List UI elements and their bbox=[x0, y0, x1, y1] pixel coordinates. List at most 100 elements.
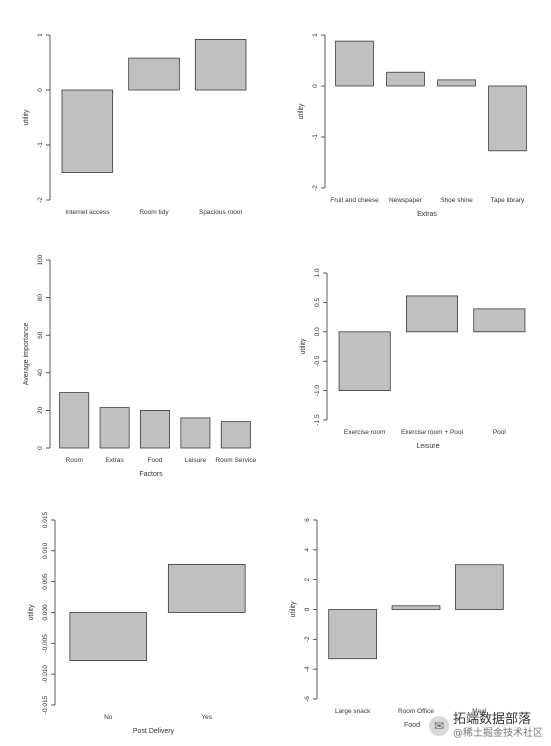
y-tick-label: -2 bbox=[37, 197, 44, 203]
y-tick-label: 0 bbox=[312, 84, 319, 88]
watermark-line-2: @稀土掘金技术社区 bbox=[453, 728, 543, 739]
x-tick-label: Large snack bbox=[335, 708, 371, 715]
bar bbox=[391, 605, 441, 610]
x-axis-label: Food bbox=[404, 722, 420, 729]
chat-bubble-icon: ✉ bbox=[429, 716, 449, 737]
bar bbox=[194, 38, 247, 91]
bar bbox=[220, 421, 251, 449]
chart-panel-3: 100 80 60 40 20 0 Average importance Room Extras… bbox=[10, 245, 270, 480]
chart-panel-2: 1 0 -1 -2 utility Fruit and cheese Newspaper Sh… bbox=[285, 20, 545, 225]
y-tick-label: -6 bbox=[304, 696, 311, 702]
chart-svg-6: 6 4 2 0 -2 -4 -6 utility Large snack Room Office M… bbox=[290, 518, 504, 729]
x-axis-label: Leisure bbox=[417, 443, 440, 450]
x-tick-label: Room bbox=[66, 457, 83, 464]
bar bbox=[59, 392, 90, 449]
y-tick-label: -1.0 bbox=[314, 385, 321, 397]
x-tick-label: Exercise room + Pool bbox=[401, 429, 464, 436]
y-tick-label: -0.5 bbox=[314, 355, 321, 367]
y-tick-label: -1 bbox=[312, 134, 319, 140]
y-tick-label: 60 bbox=[37, 331, 44, 339]
y-tick-label: 0.5 bbox=[314, 298, 321, 307]
x-tick-label: Room Service bbox=[215, 457, 256, 464]
chart-panel-1: 1 0 -1 -2 utility Internet access Room tidy Spa… bbox=[10, 20, 270, 225]
y-tick-label: 1 bbox=[37, 33, 44, 37]
y-tick-label: 0.010 bbox=[42, 542, 49, 559]
bar bbox=[61, 89, 114, 173]
x-tick-label: Shoe shine bbox=[440, 197, 473, 204]
y-tick-label: -2 bbox=[312, 185, 319, 191]
y-tick-label: 4 bbox=[304, 548, 311, 552]
x-tick-label: No bbox=[104, 714, 113, 721]
y-axis-label: utility bbox=[28, 604, 35, 620]
bar bbox=[405, 295, 459, 333]
x-tick-label: Room Office bbox=[398, 708, 434, 715]
y-axis-label: utility bbox=[298, 103, 305, 119]
bar bbox=[338, 331, 391, 392]
y-tick-label: -4 bbox=[304, 666, 311, 672]
y-tick-label: 0 bbox=[37, 88, 44, 92]
y-tick-label: 2 bbox=[304, 577, 311, 581]
watermark-line-1: 拓端数据部落 bbox=[453, 712, 532, 728]
chart-svg-1: 1 0 -1 -2 utility Internet access Room tidy Spa… bbox=[23, 33, 247, 216]
chart-svg-2: 1 0 -1 -2 utility Fruit and cheese Newspaper Sh… bbox=[298, 33, 527, 218]
x-tick-label: Leisure bbox=[185, 457, 207, 464]
y-tick-label: 0.005 bbox=[42, 573, 49, 590]
watermark: ✉ 拓端数据部落 @稀土掘金技术社区 bbox=[429, 712, 543, 740]
x-axis-label: Factors bbox=[139, 471, 163, 478]
bar bbox=[328, 609, 378, 660]
x-tick-label: Exercise room bbox=[344, 429, 386, 436]
y-tick-label: -0.015 bbox=[42, 695, 49, 714]
x-tick-label: Yes bbox=[201, 714, 212, 721]
x-tick-label: Tape library bbox=[491, 197, 525, 204]
bar bbox=[437, 79, 476, 87]
y-axis-label: utility bbox=[290, 601, 297, 617]
y-tick-label: 100 bbox=[37, 254, 44, 265]
bar bbox=[167, 564, 246, 613]
bar bbox=[69, 612, 148, 661]
x-axis-label: Post Delivery bbox=[133, 728, 175, 735]
y-tick-label: 40 bbox=[37, 369, 44, 377]
x-tick-label: Room tidy bbox=[139, 209, 169, 216]
chart-panel-6: 6 4 2 0 -2 -4 -6 utility Large snack Room Office M… bbox=[285, 505, 545, 740]
x-tick-label: Spacious room bbox=[199, 209, 242, 216]
x-tick-label: Extras bbox=[105, 457, 124, 464]
y-tick-label: -2 bbox=[304, 636, 311, 642]
y-tick-label: 0 bbox=[37, 446, 44, 450]
y-tick-label: 20 bbox=[37, 406, 44, 414]
x-axis-label: Extras bbox=[417, 211, 437, 218]
x-tick-label: Pool bbox=[493, 429, 507, 436]
bar bbox=[454, 564, 504, 610]
bar bbox=[488, 85, 527, 152]
bar bbox=[140, 409, 170, 449]
y-tick-label: 1 bbox=[312, 33, 319, 37]
x-tick-label: Internet access bbox=[65, 209, 110, 216]
chart-svg-3: 100 80 60 40 20 0 Average importance Room Extras… bbox=[23, 254, 257, 478]
y-tick-label: 1.0 bbox=[314, 268, 321, 277]
bar bbox=[335, 40, 374, 87]
x-tick-label: Meal bbox=[472, 708, 487, 715]
bar bbox=[386, 71, 425, 87]
bar bbox=[180, 417, 211, 449]
y-tick-label: -0.005 bbox=[42, 634, 49, 653]
y-axis-label: utility bbox=[23, 109, 30, 125]
y-tick-label: -1 bbox=[37, 142, 44, 148]
y-tick-label: -1.5 bbox=[314, 414, 321, 426]
y-axis-label: utility bbox=[300, 338, 307, 354]
bar bbox=[473, 308, 526, 333]
y-axis-label: Average importance bbox=[23, 323, 30, 386]
bar bbox=[128, 57, 180, 91]
chart-panel-5: 0.015 0.010 0.005 0.000 -0.005 -0.010 -0.015 ut… bbox=[10, 505, 270, 740]
y-tick-label: 0.000 bbox=[42, 604, 49, 621]
y-tick-label: 0 bbox=[304, 607, 311, 611]
bar bbox=[99, 407, 130, 449]
y-tick-label: 80 bbox=[37, 294, 44, 302]
x-tick-label: Food bbox=[148, 457, 163, 464]
y-tick-label: 0.015 bbox=[42, 511, 49, 528]
x-tick-label: Fruit and cheese bbox=[330, 197, 379, 204]
chart-svg-5: 0.015 0.010 0.005 0.000 -0.005 -0.010 -0.015 ut… bbox=[28, 511, 246, 735]
chart-svg-4: 1.0 0.5 0.0 -0.5 -1.0 -1.5 utility Exercise roo… bbox=[300, 268, 526, 450]
chart-panel-4: 1.0 0.5 0.0 -0.5 -1.0 -1.5 utility Exercise roo… bbox=[285, 258, 545, 480]
x-tick-label: Newspaper bbox=[389, 197, 423, 204]
y-tick-label: -0.010 bbox=[42, 665, 49, 684]
y-tick-label: 0.0 bbox=[314, 327, 321, 336]
